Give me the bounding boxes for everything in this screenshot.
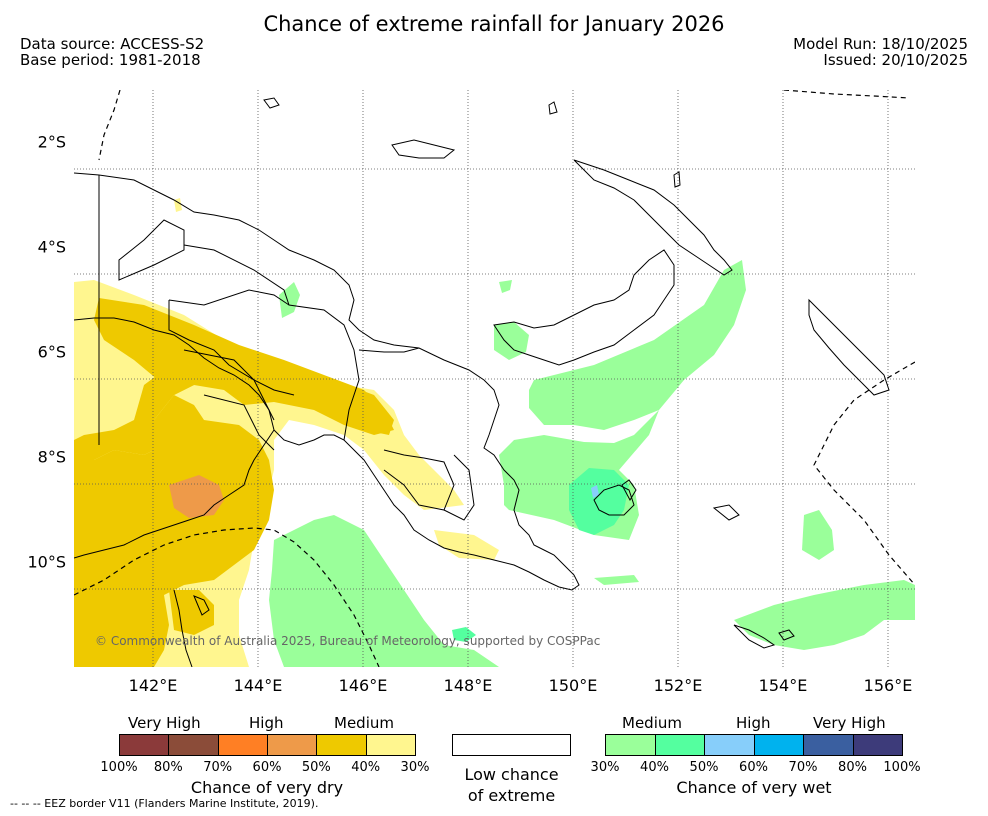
wet-swatch-0 xyxy=(605,734,656,756)
wet-tick-1: 40% xyxy=(640,760,669,775)
dry-tick-2: 70% xyxy=(203,760,233,775)
dry-swatch-5 xyxy=(365,734,416,756)
lon-label-148e: 148°E xyxy=(443,676,493,695)
data-source-block: Data source: ACCESS-S2 Base period: 1981… xyxy=(20,36,204,68)
lon-label-144e: 144°E xyxy=(233,676,283,695)
lat-label-10s: 10°S xyxy=(27,552,66,572)
wet-high-label: High xyxy=(736,714,771,732)
wet-swatch-2 xyxy=(704,734,755,756)
lat-label-8s: 8°S xyxy=(37,447,66,467)
wet-tick-0: 30% xyxy=(590,760,620,775)
wet-medium-40-region xyxy=(452,468,629,642)
dry-high-label: High xyxy=(249,714,284,732)
map-canvas xyxy=(74,90,915,667)
model-run: Model Run: 18/10/2025 xyxy=(793,35,968,53)
wet-tick-6: 100% xyxy=(883,760,921,775)
low-chance-line2: of extreme xyxy=(467,786,556,805)
copyright-notice: © Commonwealth of Australia 2025, Bureau… xyxy=(95,634,601,648)
dry-tick-4: 50% xyxy=(301,760,331,775)
lat-label-4s: 4°S xyxy=(37,237,66,257)
issued-date: Issued: 20/10/2025 xyxy=(823,51,968,69)
wet-tick-5: 80% xyxy=(838,760,867,775)
dry-tick-0: 100% xyxy=(100,760,138,775)
map-title: Chance of extreme rainfall for January 2… xyxy=(263,12,725,36)
dry-swatch-1 xyxy=(168,734,219,756)
wet-tick-4: 70% xyxy=(788,760,818,775)
dry-swatch-3 xyxy=(267,734,318,756)
wet-tick-3: 60% xyxy=(739,760,768,775)
low-chance-line1: Low chance xyxy=(464,765,559,784)
low-chance-caption: Low chance of extreme xyxy=(440,764,583,806)
data-source: Data source: ACCESS-S2 xyxy=(20,35,205,53)
lon-label-156e: 156°E xyxy=(863,676,913,695)
wet-very-high-label: Very High xyxy=(813,714,886,732)
map-area xyxy=(74,90,915,667)
coastlines xyxy=(74,97,890,667)
eez-border-note: -- -- -- EEZ border V11 (Flanders Marine… xyxy=(10,797,319,810)
wet-swatch-4 xyxy=(803,734,854,756)
dry-swatch-2 xyxy=(217,734,268,756)
dry-medium-label: Medium xyxy=(334,714,394,732)
dry-high-60-region xyxy=(169,475,224,518)
wet-tick-2: 50% xyxy=(689,760,719,775)
low-chance-swatch xyxy=(452,734,571,756)
lon-label-142e: 142°E xyxy=(128,676,178,695)
dry-tick-5: 40% xyxy=(351,760,381,775)
lat-label-2s: 2°S xyxy=(37,132,66,152)
wet-swatch-1 xyxy=(654,734,705,756)
dry-tick-1: 80% xyxy=(153,760,183,775)
lon-label-154e: 154°E xyxy=(758,676,808,695)
lon-label-146e: 146°E xyxy=(338,676,388,695)
wet-swatch-3 xyxy=(753,734,804,756)
map-gridlines xyxy=(74,90,915,667)
wet-medium-label: Medium xyxy=(622,714,682,732)
wet-swatch-5 xyxy=(852,734,903,756)
dry-swatch-4 xyxy=(316,734,367,756)
base-period: Base period: 1981-2018 xyxy=(20,51,201,69)
dry-caption: Chance of very dry xyxy=(190,778,344,797)
dry-tick-6: 30% xyxy=(400,760,430,775)
lat-label-6s: 6°S xyxy=(37,342,66,362)
dry-very-high-label: Very High xyxy=(128,714,201,732)
eez-borders xyxy=(74,90,915,667)
dry-swatch-0 xyxy=(119,734,170,756)
dry-tick-3: 60% xyxy=(252,760,282,775)
lon-label-150e: 150°E xyxy=(548,676,598,695)
wet-caption: Chance of very wet xyxy=(676,778,832,797)
model-run-block: Model Run: 18/10/2025 Issued: 20/10/2025 xyxy=(793,36,968,68)
wet-high-50-region xyxy=(591,485,599,498)
dry-medium-40-region xyxy=(74,298,394,667)
lon-label-152e: 152°E xyxy=(653,676,703,695)
